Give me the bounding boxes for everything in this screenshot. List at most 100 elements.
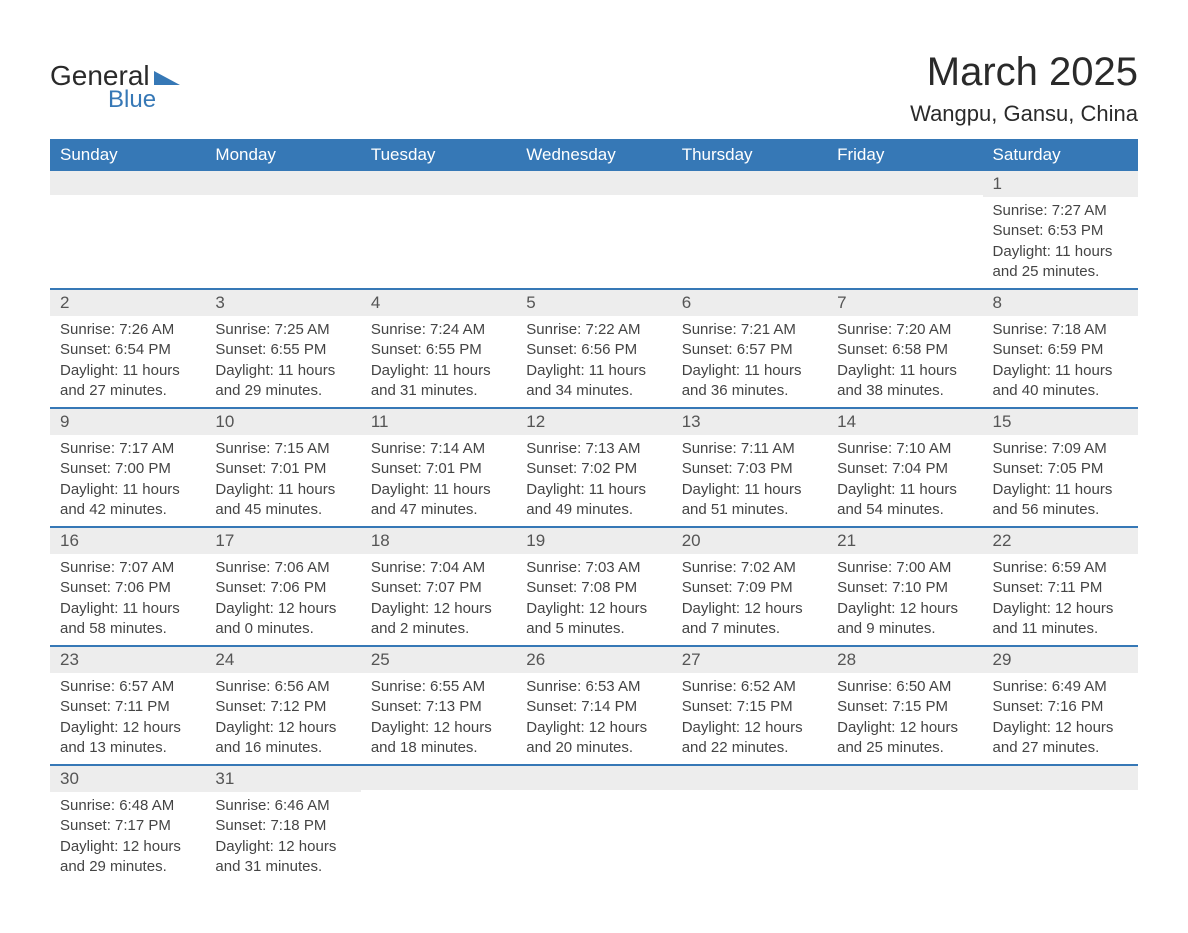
- day-content: [516, 790, 671, 810]
- calendar-day-cell: [672, 765, 827, 883]
- calendar-day-cell: 27Sunrise: 6:52 AMSunset: 7:15 PMDayligh…: [672, 646, 827, 765]
- day-daylight: Daylight: 12 hours and 18 minutes.: [371, 718, 506, 759]
- weekday-header: Tuesday: [361, 139, 516, 171]
- calendar-day-cell: [672, 171, 827, 289]
- calendar-day-cell: 28Sunrise: 6:50 AMSunset: 7:15 PMDayligh…: [827, 646, 982, 765]
- day-daylight: Daylight: 11 hours and 36 minutes.: [682, 361, 817, 402]
- weekday-header: Monday: [205, 139, 360, 171]
- day-number: 30: [50, 766, 205, 792]
- brand-triangle-icon: [154, 67, 180, 85]
- day-number: 1: [983, 171, 1138, 197]
- calendar-day-cell: 4Sunrise: 7:24 AMSunset: 6:55 PMDaylight…: [361, 289, 516, 408]
- brand-part2: Blue: [108, 86, 156, 114]
- day-sunset: Sunset: 6:56 PM: [526, 340, 661, 360]
- day-daylight: Daylight: 11 hours and 58 minutes.: [60, 599, 195, 640]
- day-daylight: Daylight: 12 hours and 7 minutes.: [682, 599, 817, 640]
- day-sunrise: Sunrise: 7:06 AM: [215, 558, 350, 578]
- day-daylight: Daylight: 11 hours and 54 minutes.: [837, 480, 972, 521]
- day-number: 12: [516, 409, 671, 435]
- day-sunrise: Sunrise: 7:10 AM: [837, 439, 972, 459]
- day-daylight: Daylight: 11 hours and 29 minutes.: [215, 361, 350, 402]
- calendar-table: SundayMondayTuesdayWednesdayThursdayFrid…: [50, 139, 1138, 883]
- day-content: Sunrise: 7:10 AMSunset: 7:04 PMDaylight:…: [827, 435, 982, 526]
- weekday-header: Thursday: [672, 139, 827, 171]
- day-daylight: Daylight: 12 hours and 11 minutes.: [993, 599, 1128, 640]
- day-content: [827, 195, 982, 215]
- day-sunrise: Sunrise: 7:07 AM: [60, 558, 195, 578]
- calendar-day-cell: 26Sunrise: 6:53 AMSunset: 7:14 PMDayligh…: [516, 646, 671, 765]
- day-number: 9: [50, 409, 205, 435]
- day-content: Sunrise: 6:49 AMSunset: 7:16 PMDaylight:…: [983, 673, 1138, 764]
- day-number: 13: [672, 409, 827, 435]
- calendar-day-cell: 25Sunrise: 6:55 AMSunset: 7:13 PMDayligh…: [361, 646, 516, 765]
- day-number: [516, 766, 671, 790]
- day-sunrise: Sunrise: 6:56 AM: [215, 677, 350, 697]
- page-header: General Blue March 2025 Wangpu, Gansu, C…: [50, 50, 1138, 127]
- calendar-body: 1Sunrise: 7:27 AMSunset: 6:53 PMDaylight…: [50, 171, 1138, 883]
- calendar-day-cell: [361, 171, 516, 289]
- calendar-day-cell: 3Sunrise: 7:25 AMSunset: 6:55 PMDaylight…: [205, 289, 360, 408]
- day-number: 27: [672, 647, 827, 673]
- day-content: [50, 195, 205, 215]
- day-daylight: Daylight: 12 hours and 13 minutes.: [60, 718, 195, 759]
- location-subtitle: Wangpu, Gansu, China: [910, 101, 1138, 127]
- day-content: Sunrise: 6:55 AMSunset: 7:13 PMDaylight:…: [361, 673, 516, 764]
- day-sunset: Sunset: 6:55 PM: [215, 340, 350, 360]
- day-sunset: Sunset: 7:04 PM: [837, 459, 972, 479]
- calendar-day-cell: 12Sunrise: 7:13 AMSunset: 7:02 PMDayligh…: [516, 408, 671, 527]
- day-content: Sunrise: 7:18 AMSunset: 6:59 PMDaylight:…: [983, 316, 1138, 407]
- day-sunrise: Sunrise: 7:21 AM: [682, 320, 817, 340]
- day-content: Sunrise: 6:48 AMSunset: 7:17 PMDaylight:…: [50, 792, 205, 883]
- day-content: Sunrise: 6:56 AMSunset: 7:12 PMDaylight:…: [205, 673, 360, 764]
- day-sunrise: Sunrise: 6:48 AM: [60, 796, 195, 816]
- day-sunrise: Sunrise: 6:59 AM: [993, 558, 1128, 578]
- calendar-day-cell: [827, 765, 982, 883]
- day-daylight: Daylight: 11 hours and 38 minutes.: [837, 361, 972, 402]
- day-sunset: Sunset: 7:15 PM: [837, 697, 972, 717]
- day-number: [827, 766, 982, 790]
- day-sunset: Sunset: 6:59 PM: [993, 340, 1128, 360]
- calendar-day-cell: 23Sunrise: 6:57 AMSunset: 7:11 PMDayligh…: [50, 646, 205, 765]
- day-content: Sunrise: 6:53 AMSunset: 7:14 PMDaylight:…: [516, 673, 671, 764]
- day-number: 14: [827, 409, 982, 435]
- day-number: 19: [516, 528, 671, 554]
- day-daylight: Daylight: 12 hours and 9 minutes.: [837, 599, 972, 640]
- day-sunset: Sunset: 7:14 PM: [526, 697, 661, 717]
- weekday-header: Saturday: [983, 139, 1138, 171]
- calendar-week-row: 1Sunrise: 7:27 AMSunset: 6:53 PMDaylight…: [50, 171, 1138, 289]
- day-sunrise: Sunrise: 6:50 AM: [837, 677, 972, 697]
- calendar-day-cell: 19Sunrise: 7:03 AMSunset: 7:08 PMDayligh…: [516, 527, 671, 646]
- day-content: [361, 790, 516, 810]
- day-content: Sunrise: 7:03 AMSunset: 7:08 PMDaylight:…: [516, 554, 671, 645]
- day-number: 21: [827, 528, 982, 554]
- day-sunset: Sunset: 7:11 PM: [993, 578, 1128, 598]
- day-number: [516, 171, 671, 195]
- day-daylight: Daylight: 11 hours and 56 minutes.: [993, 480, 1128, 521]
- day-content: Sunrise: 7:07 AMSunset: 7:06 PMDaylight:…: [50, 554, 205, 645]
- day-sunset: Sunset: 6:57 PM: [682, 340, 817, 360]
- calendar-day-cell: [205, 171, 360, 289]
- calendar-day-cell: 16Sunrise: 7:07 AMSunset: 7:06 PMDayligh…: [50, 527, 205, 646]
- day-content: [983, 790, 1138, 810]
- day-number: [827, 171, 982, 195]
- day-daylight: Daylight: 11 hours and 49 minutes.: [526, 480, 661, 521]
- day-daylight: Daylight: 12 hours and 0 minutes.: [215, 599, 350, 640]
- calendar-day-cell: 8Sunrise: 7:18 AMSunset: 6:59 PMDaylight…: [983, 289, 1138, 408]
- day-number: 25: [361, 647, 516, 673]
- day-content: Sunrise: 7:17 AMSunset: 7:00 PMDaylight:…: [50, 435, 205, 526]
- calendar-day-cell: 15Sunrise: 7:09 AMSunset: 7:05 PMDayligh…: [983, 408, 1138, 527]
- day-sunrise: Sunrise: 6:52 AM: [682, 677, 817, 697]
- day-number: 7: [827, 290, 982, 316]
- day-sunrise: Sunrise: 7:25 AM: [215, 320, 350, 340]
- day-content: [672, 790, 827, 810]
- calendar-day-cell: 20Sunrise: 7:02 AMSunset: 7:09 PMDayligh…: [672, 527, 827, 646]
- day-number: 28: [827, 647, 982, 673]
- day-sunset: Sunset: 7:12 PM: [215, 697, 350, 717]
- day-daylight: Daylight: 12 hours and 5 minutes.: [526, 599, 661, 640]
- day-number: 5: [516, 290, 671, 316]
- day-daylight: Daylight: 11 hours and 34 minutes.: [526, 361, 661, 402]
- calendar-head: SundayMondayTuesdayWednesdayThursdayFrid…: [50, 139, 1138, 171]
- day-sunset: Sunset: 6:53 PM: [993, 221, 1128, 241]
- calendar-day-cell: 24Sunrise: 6:56 AMSunset: 7:12 PMDayligh…: [205, 646, 360, 765]
- day-sunrise: Sunrise: 7:00 AM: [837, 558, 972, 578]
